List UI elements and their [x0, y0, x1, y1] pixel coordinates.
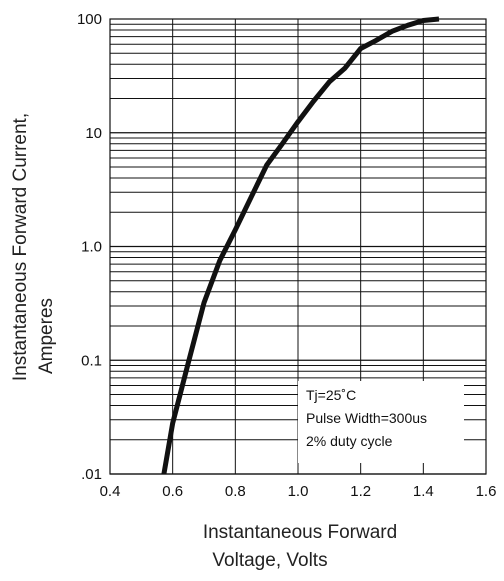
y-tick-label: 100 [77, 11, 102, 28]
x-tick-label: 1.6 [476, 483, 497, 500]
y-tick-label: .01 [81, 466, 102, 483]
x-tick-label: 0.6 [162, 483, 183, 500]
annotation-background [298, 381, 464, 463]
y-axis-title-line: Amperes [36, 298, 57, 374]
y-tick-label: 1.0 [81, 239, 102, 256]
annotation-line: Pulse Width=300us [306, 410, 427, 426]
tick-labels: 0.4 0.6 0.8 1.0 1.2 1.4 1.6 .01 0.1 1.0 10 100 [77, 11, 496, 500]
y-axis-title-line: Instantaneous Forward Current, [10, 113, 31, 381]
plot-frame [109, 18, 487, 475]
x-tick-label: 0.8 [225, 483, 246, 500]
y-tick-label: 10 [85, 125, 102, 142]
x-tick-label: 0.4 [100, 483, 121, 500]
annotation-line: 2% duty cycle [306, 433, 393, 449]
series [161, 16, 440, 475]
x-axis-title-line: Voltage, Volts [212, 550, 327, 571]
x-tick-label: 1.4 [413, 483, 434, 500]
annotation-box: Tj=25˚C Pulse Width=300us 2% duty cycle [298, 381, 464, 463]
x-axis-title-line: Instantaneous Forward [203, 522, 397, 543]
y-tick-label: 0.1 [81, 352, 102, 369]
x-tick-label: 1.2 [350, 483, 371, 500]
annotation-line: Tj=25˚C [306, 387, 356, 403]
series-line [161, 16, 440, 475]
x-tick-label: 1.0 [288, 483, 309, 500]
